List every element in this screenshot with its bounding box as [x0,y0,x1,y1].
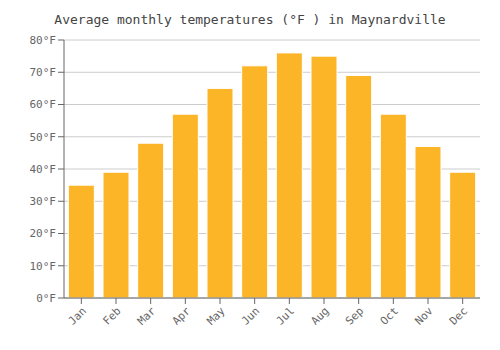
svg-text:50°F: 50°F [30,131,57,144]
svg-text:Oct: Oct [378,304,401,327]
svg-text:Nov: Nov [412,304,436,328]
svg-text:Sep: Sep [343,304,366,327]
svg-text:Aug: Aug [308,304,331,327]
svg-text:May: May [204,304,228,328]
svg-text:20°F: 20°F [30,227,57,240]
svg-text:60°F: 60°F [30,98,57,111]
svg-text:80°F: 80°F [30,34,57,47]
svg-text:Mar: Mar [135,304,159,328]
svg-text:Dec: Dec [447,304,470,327]
svg-text:Jul: Jul [274,304,297,327]
svg-text:40°F: 40°F [30,163,57,176]
svg-text:Feb: Feb [100,304,123,327]
svg-text:70°F: 70°F [30,66,57,79]
svg-text:Apr: Apr [170,304,194,328]
html-text:Average monthly temperatures (: Average monthly temperatures (°F ) in Ma… [54,12,446,27]
svg-text:Jun: Jun [239,304,262,327]
svg-text:0°F: 0°F [36,292,56,305]
svg-text:10°F: 10°F [30,260,57,273]
svg-text:Jan: Jan [66,304,89,327]
svg-text:30°F: 30°F [30,195,57,208]
